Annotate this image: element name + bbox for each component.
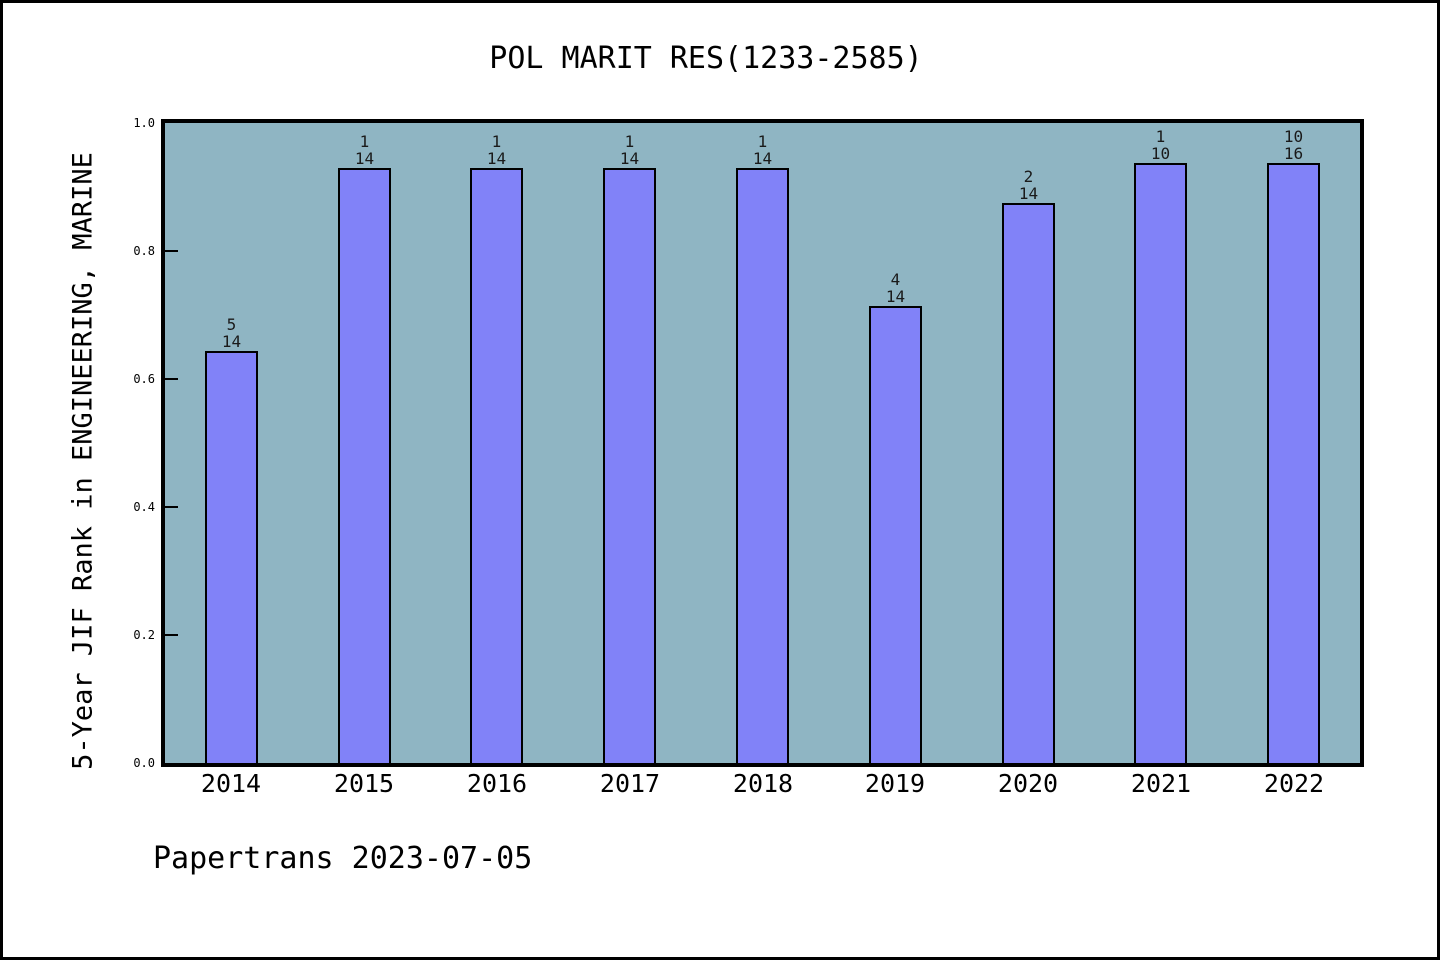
rank-numerator: 1 [757, 132, 768, 151]
rank-denominator: 16 [1283, 144, 1304, 163]
rank-numerator: 4 [890, 270, 901, 289]
ytick-mark [165, 634, 178, 636]
rank-numerator: 1 [359, 132, 370, 151]
ytick-label-0.8: 0.8 [133, 244, 155, 258]
bar-rank-label-2022: 10 16 [1284, 128, 1303, 162]
rank-numerator: 1 [1155, 127, 1166, 146]
xtick-label-2016: 2016 [466, 769, 528, 798]
ytick-label-1.0: 1.0 [133, 116, 155, 130]
rank-numerator: 10 [1283, 127, 1304, 146]
xtick-label-2022: 2022 [1263, 769, 1325, 798]
bar-rank-label-2018: 1 14 [753, 133, 772, 167]
bar-2016: 1 14 [470, 133, 523, 763]
bar-2017: 1 14 [603, 133, 656, 763]
rank-numerator: 2 [1023, 167, 1034, 186]
ytick-mark [165, 378, 178, 380]
rank-numerator: 1 [624, 132, 635, 151]
rank-denominator: 14 [1018, 184, 1039, 203]
xtick-label-2015: 2015 [333, 769, 395, 798]
xtick-label-2014: 2014 [200, 769, 262, 798]
bar-rank-label-2020: 2 14 [1019, 168, 1038, 202]
bar-2018: 1 14 [736, 133, 789, 763]
rank-denominator: 14 [752, 149, 773, 168]
plot-area: 5 14 1 14 1 14 1 14 1 14 4 14 2 14 1 10 10 16 [161, 119, 1364, 767]
bar-2014: 5 14 [205, 316, 258, 763]
bar-rank-label-2015: 1 14 [355, 133, 374, 167]
watermark-text: Papertrans 2023-07-05 [153, 841, 533, 876]
bar-2021: 1 10 [1134, 128, 1187, 763]
x-axis-tick-labels: 2014 2015 2016 2017 2018 2019 2020 2021 2022 [165, 769, 1360, 799]
bar-2022: 10 16 [1267, 128, 1320, 763]
rank-denominator: 14 [221, 332, 242, 351]
bar-rank-label-2017: 1 14 [620, 133, 639, 167]
ytick-label-0.2: 0.2 [133, 628, 155, 642]
rank-denominator: 10 [1150, 144, 1171, 163]
ytick-mark [165, 250, 178, 252]
bar-2015: 1 14 [338, 133, 391, 763]
rank-denominator: 14 [619, 149, 640, 168]
bar-rank-label-2021: 1 10 [1151, 128, 1170, 162]
bar-rank-label-2016: 1 14 [487, 133, 506, 167]
rank-denominator: 14 [354, 149, 375, 168]
rank-denominator: 14 [486, 149, 507, 168]
chart-title: POL MARIT RES(1233-2585) [489, 41, 923, 76]
bar-rank-label-2019: 4 14 [886, 271, 905, 305]
bar-rank-label-2014: 5 14 [222, 316, 241, 350]
ytick-label-0.4: 0.4 [133, 500, 155, 514]
y-axis-tick-labels: 0.0 0.2 0.4 0.6 0.8 1.0 [3, 3, 161, 963]
xtick-label-2018: 2018 [732, 769, 794, 798]
xtick-label-2019: 2019 [864, 769, 926, 798]
xtick-label-2021: 2021 [1130, 769, 1192, 798]
ytick-label-0.0: 0.0 [133, 756, 155, 770]
bar-2019: 4 14 [869, 271, 922, 763]
rank-denominator: 14 [885, 287, 906, 306]
xtick-label-2017: 2017 [599, 769, 661, 798]
rank-numerator: 1 [491, 132, 502, 151]
ytick-label-0.6: 0.6 [133, 372, 155, 386]
rank-numerator: 5 [226, 315, 237, 334]
bar-2020: 2 14 [1002, 168, 1055, 763]
ytick-mark [165, 506, 178, 508]
xtick-label-2020: 2020 [997, 769, 1059, 798]
